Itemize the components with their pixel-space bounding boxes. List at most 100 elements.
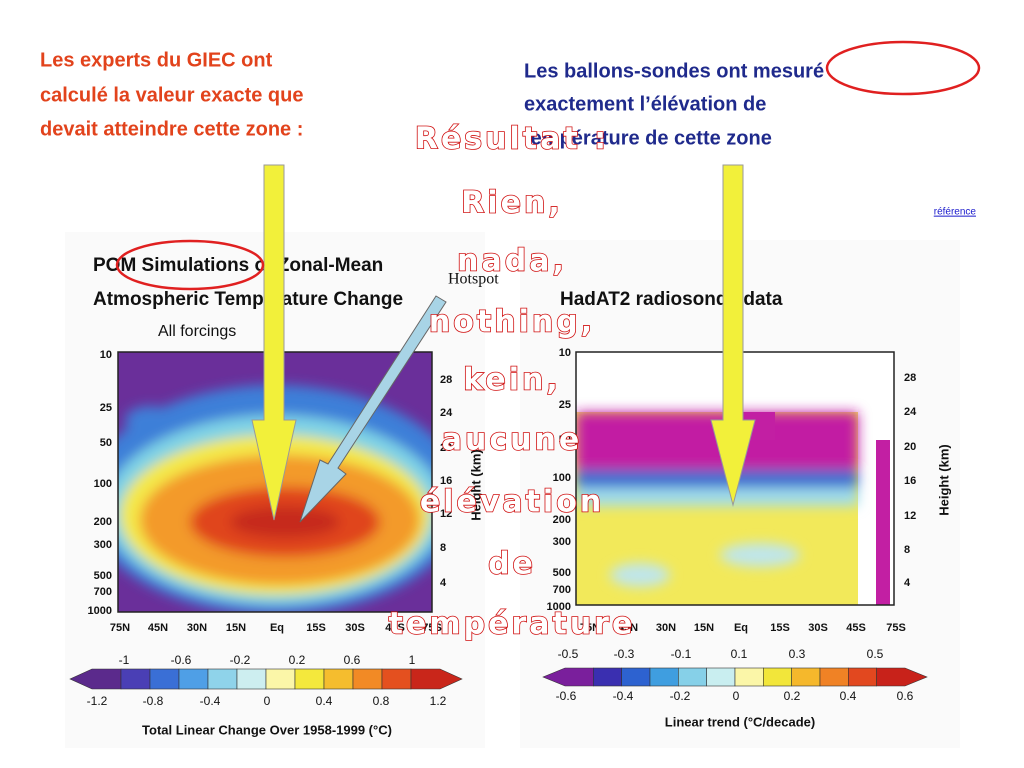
colorbar-cell (323, 668, 354, 690)
result-line: Rien, (461, 186, 562, 221)
pressure-tick-label: 10 (559, 347, 571, 359)
latitude-tick-label: 30N (187, 622, 207, 634)
pressure-tick-label: 200 (553, 514, 571, 526)
colorbar-label: 0.3 (789, 647, 806, 661)
result-line: aucune (442, 423, 582, 458)
colorbar-cell (678, 667, 707, 687)
height-tick-label: 24 (904, 406, 917, 418)
highlight-circle (825, 40, 981, 96)
latitude-tick-label: Eq (270, 622, 284, 634)
latitude-tick-label: 45S (846, 622, 866, 634)
height-tick-label: 20 (904, 441, 916, 453)
colorbar-label: -0.1 (671, 647, 692, 661)
latitude-tick-label: 15N (694, 622, 714, 634)
yellow-arrow (710, 164, 756, 507)
colorbar-cell (265, 668, 296, 690)
latitude-tick-label: 45N (618, 622, 638, 634)
latitude-tick-label: 75N (110, 622, 130, 634)
colorbar-cell (294, 668, 325, 690)
colorbar-label: 0.8 (373, 694, 390, 708)
colorbar-cell (352, 668, 383, 690)
colorbar-caption: Linear trend (°C/decade) (665, 714, 815, 729)
result-line: nada, (457, 244, 567, 279)
pressure-tick-label: 50 (559, 434, 571, 446)
colorbar-cell (593, 667, 622, 687)
colorbar-label: -1 (119, 653, 130, 667)
left-figure-subtitle: All forcings (158, 323, 236, 340)
left-note-line: devait atteindre cette zone : (40, 118, 303, 140)
colorbar-label: -0.6 (171, 653, 192, 667)
latitude-tick-label: 75N (580, 622, 600, 634)
colorbar-label: 0.5 (867, 647, 884, 661)
pressure-tick-label: 500 (94, 570, 112, 582)
colorbar-cell (819, 667, 849, 687)
pressure-tick-label: 1000 (88, 605, 112, 617)
height-tick-label: 16 (440, 475, 452, 487)
left-note-line: calculé la valeur exacte que (40, 84, 304, 106)
result-line: Résultat : (415, 122, 609, 157)
latitude-tick-label: 15S (770, 622, 790, 634)
colorbar-label: 0.6 (344, 653, 361, 667)
right-note-line: exactement l’élévation de (524, 93, 766, 115)
result-line: élévation (420, 485, 604, 520)
latitude-tick-label: 45S (385, 622, 405, 634)
colorbar-cell (734, 667, 764, 687)
colorbar-cell (706, 667, 736, 687)
colorbar-label: -0.5 (558, 647, 579, 661)
colorbar-cell (621, 667, 651, 687)
pressure-tick-label: 300 (94, 539, 112, 551)
height-tick-label: 8 (904, 544, 910, 556)
colorbar-label: 0.2 (784, 689, 801, 703)
colorbar-cell (236, 668, 267, 690)
colorbar-label: -1.2 (87, 694, 108, 708)
height-tick-label: 4 (904, 577, 911, 589)
colorbar-cell (649, 667, 679, 687)
latitude-tick-label: 45N (148, 622, 168, 634)
height-tick-label: 28 (440, 374, 452, 386)
pressure-tick-label: 25 (559, 399, 571, 411)
colorbar-cell (791, 667, 821, 687)
latitude-tick-label: Eq (734, 622, 748, 634)
pressure-tick-label: 25 (100, 402, 112, 414)
colorbar-label: -0.2 (670, 689, 691, 703)
pressure-tick-label: 10 (100, 349, 112, 361)
height-tick-label: 16 (904, 475, 916, 487)
colorbar-label: 0.4 (840, 689, 857, 703)
result-line: de (488, 547, 536, 582)
colorbar-cell (149, 668, 180, 690)
left-note-line: Les experts du GIEC ont (40, 49, 273, 71)
colorbar-label: -0.2 (230, 653, 251, 667)
colorbar-label: -0.3 (614, 647, 635, 661)
height-tick-label: 24 (440, 407, 453, 419)
pressure-tick-label: 300 (553, 536, 571, 548)
height-tick-label: 4 (440, 577, 447, 589)
result-line: nothing, (429, 305, 595, 340)
right-colorbar (542, 667, 928, 687)
colorbar-caption: Total Linear Change Over 1958-1999 (°C) (142, 722, 392, 737)
pressure-tick-label: 200 (94, 516, 112, 528)
height-tick-label: 20 (440, 442, 452, 454)
colorbar-cell (410, 668, 463, 690)
pressure-tick-label: 500 (553, 567, 571, 579)
colorbar-label: 0.4 (316, 694, 333, 708)
pressure-tick-label: 100 (94, 478, 112, 490)
colorbar-label: -0.4 (613, 689, 634, 703)
latitude-tick-label: 30S (808, 622, 828, 634)
result-line: température (389, 607, 636, 642)
pressure-tick-label: 700 (553, 584, 571, 596)
left-figure-title: Atmospheric Temperature Change (93, 289, 403, 310)
pressure-tick-label: 1000 (547, 601, 571, 613)
colorbar-cell (207, 668, 238, 690)
colorbar-label: 0.6 (897, 689, 914, 703)
colorbar-cell (848, 667, 877, 687)
height-axis-label: Height (km) (468, 449, 483, 521)
colorbar-label: 1.2 (430, 694, 447, 708)
left-colorbar (69, 668, 463, 690)
colorbar-cell (120, 668, 151, 690)
latitude-tick-label: 75S (422, 622, 442, 634)
hotspot-arrow (299, 295, 447, 523)
hotspot-label: Hotspot (448, 271, 499, 288)
reference-link[interactable]: référence (934, 207, 977, 218)
